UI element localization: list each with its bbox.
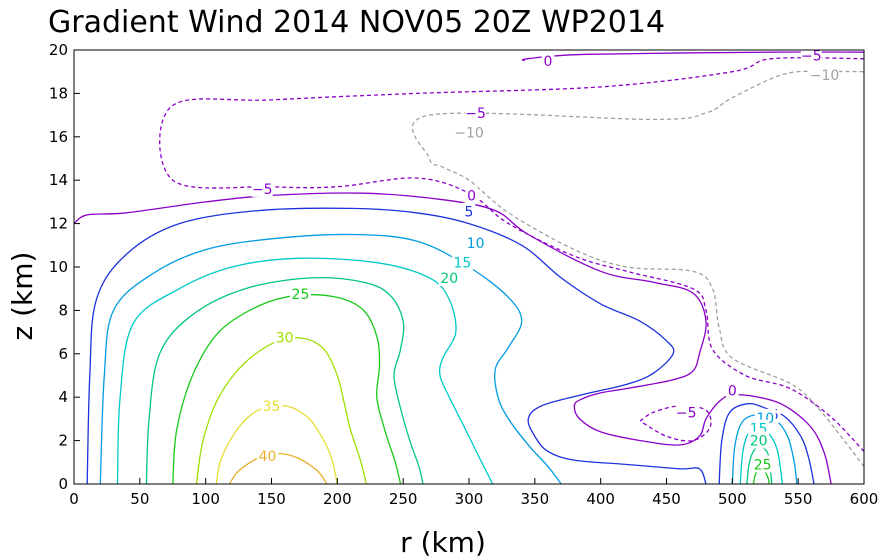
- contour-label: 15: [454, 256, 472, 272]
- x-tick-label: 50: [130, 490, 149, 508]
- contour-line-40: [228, 452, 328, 485]
- y-axis-label: z (km): [6, 252, 39, 341]
- contour-label: 0: [467, 188, 476, 204]
- contour-label: −5: [465, 106, 486, 122]
- x-tick-label: 150: [257, 490, 286, 508]
- x-tick-label: 250: [389, 490, 418, 508]
- x-axis-label: r (km): [400, 526, 486, 559]
- contour-label: 40: [259, 449, 277, 465]
- x-tick-label: 0: [69, 490, 79, 508]
- contour-label: 25: [292, 287, 310, 303]
- x-tick-label: 450: [652, 490, 681, 508]
- contour-label: 0: [544, 54, 553, 70]
- contour-label: −10: [454, 125, 484, 141]
- contour-label-background: [257, 446, 279, 464]
- contour-label: 35: [263, 399, 281, 415]
- y-tick-label: 6: [58, 345, 68, 363]
- y-tick-label: 14: [49, 171, 68, 189]
- contour-label-background: [438, 268, 460, 286]
- y-tick-label: 0: [58, 475, 68, 493]
- y-tick-label: 12: [49, 215, 68, 233]
- contour-label: 0: [728, 384, 737, 400]
- x-tick-label: 400: [586, 490, 615, 508]
- contour-labels-layer: −10−10−5−5−5−500055101015152020252530354…: [251, 46, 840, 473]
- y-tick-label: 18: [49, 84, 68, 102]
- contour-label: −10: [810, 68, 840, 84]
- contour-label-background: [261, 396, 282, 414]
- contour-label-background: [465, 234, 487, 252]
- chart-title: Gradient Wind 2014 NOV05 20Z WP2014: [48, 5, 665, 40]
- x-tick-label: 100: [191, 490, 220, 508]
- contour-label: −5: [676, 405, 697, 421]
- contour-line-35: [215, 405, 338, 485]
- y-tick-label: 10: [49, 258, 68, 276]
- x-tick-label: 500: [718, 490, 747, 508]
- contour-label-background: [726, 381, 739, 399]
- contour-line-5: [718, 402, 815, 485]
- contour-label-background: [454, 123, 484, 141]
- contour-label: 30: [276, 331, 294, 347]
- y-tick-label: 20: [49, 41, 68, 59]
- contour-label: 20: [750, 434, 768, 450]
- y-tick-label: 4: [58, 388, 68, 406]
- contour-label-background: [752, 455, 774, 473]
- contour-label-background: [289, 285, 311, 303]
- contour-line-0: [73, 192, 832, 485]
- y-tick-label: 16: [49, 128, 68, 146]
- contour-label: 5: [465, 205, 474, 221]
- x-axis: 0 50 100 150 200 250 300 350 400 450 500 550 600: [69, 478, 878, 508]
- contour-label: −5: [801, 48, 822, 64]
- x-tick-label: 600: [850, 490, 879, 508]
- contour-label-background: [675, 403, 697, 421]
- contour-line-30: [195, 336, 367, 485]
- contour-label-background: [251, 179, 273, 197]
- contour-label-background: [274, 328, 296, 346]
- contour-line-25: [172, 293, 402, 485]
- contour-line-20: [145, 277, 424, 485]
- x-tick-label: 350: [521, 490, 550, 508]
- y-tick-label: 8: [58, 301, 68, 319]
- contour-line-5: [86, 207, 707, 485]
- contour-label: 10: [467, 236, 485, 252]
- contour-label: 25: [754, 457, 772, 473]
- contour-line-15: [116, 257, 494, 485]
- contour-label: 20: [440, 271, 458, 287]
- contour-line-neg10: [411, 70, 865, 467]
- x-tick-label: 300: [455, 490, 484, 508]
- y-tick-label: 2: [58, 432, 68, 450]
- contour-label: −5: [252, 182, 273, 198]
- contour-label-background: [800, 46, 822, 64]
- contour-label-background: [748, 431, 770, 449]
- y-axis: 0 2 4 6 8 10 12 14 16 18 20: [49, 41, 80, 493]
- contour-label-background: [462, 202, 476, 220]
- x-tick-label: 550: [784, 490, 813, 508]
- x-tick-label: 200: [323, 490, 352, 508]
- contour-label-background: [451, 253, 473, 271]
- contour-line-neg5: [159, 57, 865, 452]
- contour-label-background: [541, 51, 555, 69]
- contour-label-background: [465, 186, 478, 204]
- contour-label-background: [465, 103, 487, 121]
- contour-label-background: [809, 65, 840, 83]
- contour-line-neg5: [639, 405, 712, 442]
